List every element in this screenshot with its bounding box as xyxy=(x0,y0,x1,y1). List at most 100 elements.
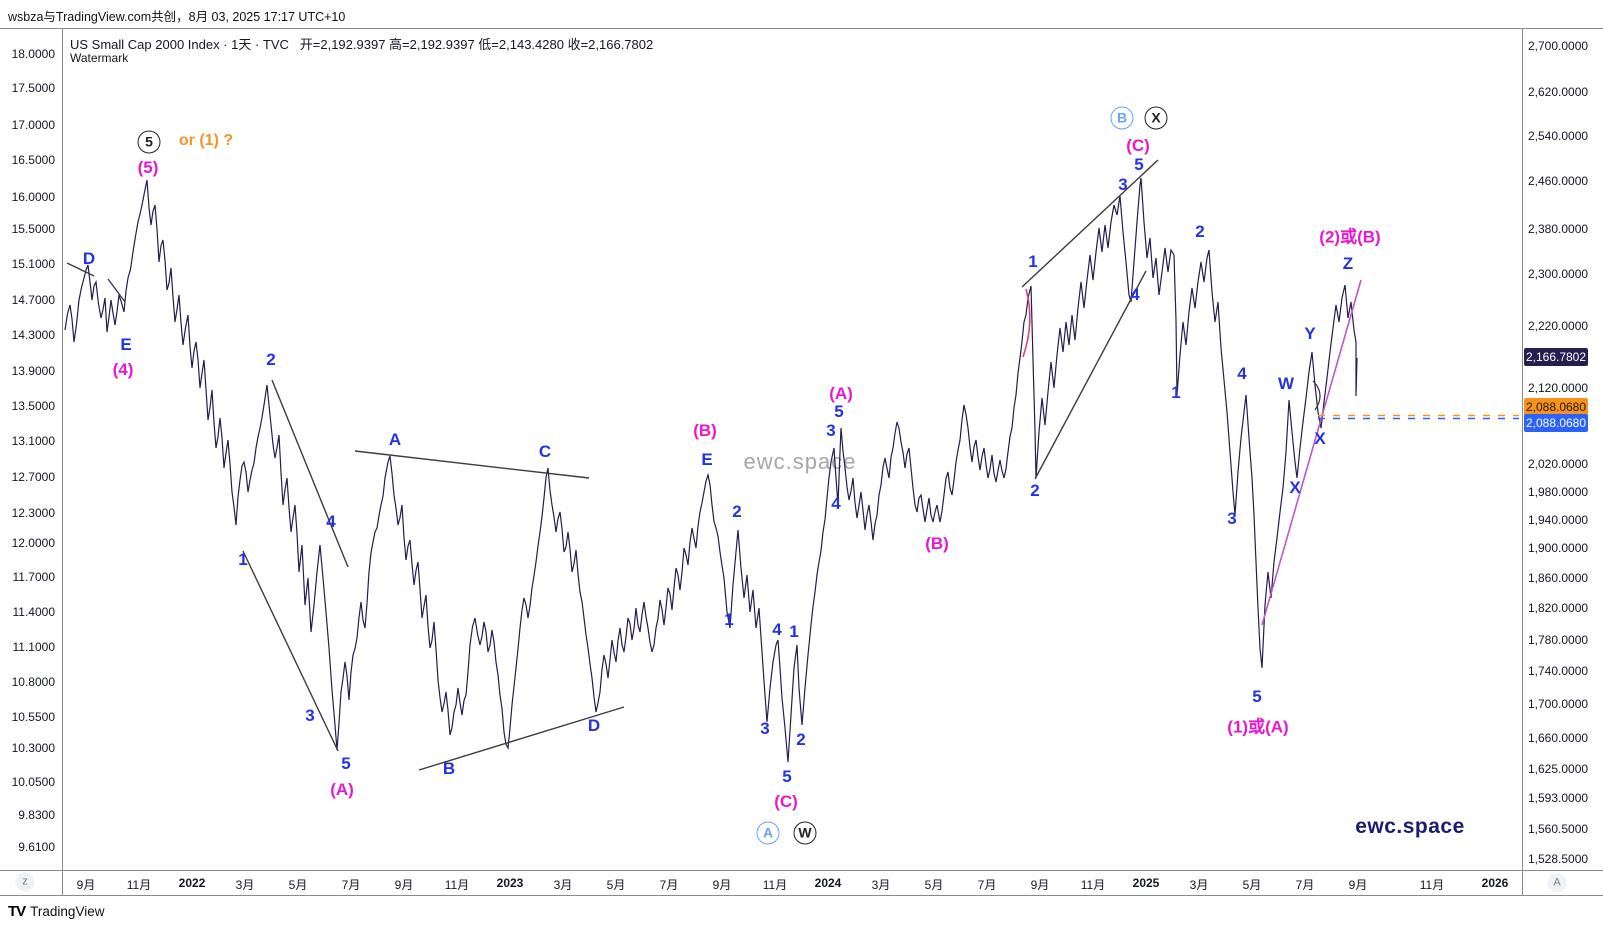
wave-label: X xyxy=(1289,478,1301,497)
left-axis-tick: 15.1000 xyxy=(11,257,55,271)
time-axis-tick: 9月 xyxy=(712,878,732,892)
wave-label: (A) xyxy=(829,384,853,403)
circled-wave-label: X xyxy=(1144,106,1168,130)
wave-label: W xyxy=(1277,374,1295,393)
center-watermark: ewc.space xyxy=(743,449,857,474)
pink-curve-annotation xyxy=(1022,288,1031,358)
left-axis-tick: 17.5000 xyxy=(11,81,55,95)
wave-label: E xyxy=(120,335,132,354)
wave-label: 4 xyxy=(1237,364,1247,383)
time-axis-tick: 3月 xyxy=(553,878,573,892)
trendline xyxy=(107,278,126,303)
left-axis-tick: 10.0500 xyxy=(11,775,55,789)
wave-label: (B) xyxy=(693,421,717,440)
auto-scale-button[interactable]: A xyxy=(1547,873,1567,893)
wave-label: 2 xyxy=(1030,481,1040,500)
right-axis-tick: 1,900.0000 xyxy=(1528,541,1589,555)
circled-wave-label: A xyxy=(756,821,780,845)
right-axis-tick: 1,980.0000 xyxy=(1528,485,1589,499)
chart-bottom-border xyxy=(0,895,1603,896)
timezone-button[interactable]: z xyxy=(15,872,35,892)
wave-label: 2 xyxy=(732,502,742,521)
time-axis-tick: 5月 xyxy=(1242,878,1262,892)
wave-label: (C) xyxy=(774,792,798,811)
wave-label: (2)或(B) xyxy=(1319,227,1381,247)
left-axis-tick: 18.0000 xyxy=(11,47,55,61)
wave-label: (C) xyxy=(1126,136,1150,155)
trendline xyxy=(1034,270,1147,480)
trendline xyxy=(271,379,349,568)
left-axis-tick: 15.5000 xyxy=(11,222,55,236)
wave-label: 5 xyxy=(782,767,792,786)
wave-label: 3 xyxy=(305,706,315,725)
wave-label: 4 xyxy=(1130,285,1140,304)
price-badge: 2,166.7802 xyxy=(1524,348,1588,366)
symbol-legend[interactable]: US Small Cap 2000 Index · 1天 · TVC 开=2,1… xyxy=(70,34,653,53)
time-axis-tick: 5月 xyxy=(606,878,626,892)
wave-label: 2 xyxy=(796,730,806,749)
wave-label: (A) xyxy=(330,780,354,799)
right-axis-tick: 1,700.0000 xyxy=(1528,697,1589,711)
wave-label: 1 xyxy=(1028,252,1038,271)
right-axis-tick: 2,020.0000 xyxy=(1528,457,1589,471)
left-axis-border xyxy=(62,28,63,895)
time-axis-tick: 7月 xyxy=(977,878,997,892)
time-axis-tick: 11月 xyxy=(1419,878,1445,892)
time-axis-tick: 2025 xyxy=(1132,876,1160,890)
wave-label: 3 xyxy=(1227,509,1237,528)
right-axis-tick: 2,540.0000 xyxy=(1528,129,1589,143)
time-axis-tick: 11月 xyxy=(444,878,470,892)
left-axis-tick: 14.3000 xyxy=(11,328,55,342)
right-axis-tick: 1,625.0000 xyxy=(1528,762,1589,776)
left-axis-tick: 16.5000 xyxy=(11,153,55,167)
ohlc-values: 开=2,192.9397 高=2,192.9397 低=2,143.4280 收… xyxy=(299,37,654,52)
symbol-title: US Small Cap 2000 Index · 1天 · TVC xyxy=(70,37,289,52)
time-axis-tick: 11月 xyxy=(126,878,152,892)
time-axis-top-border xyxy=(0,870,1603,871)
left-axis-tick: 13.5000 xyxy=(11,399,55,413)
right-axis-tick: 2,460.0000 xyxy=(1528,174,1589,188)
right-axis-tick: 2,220.0000 xyxy=(1528,319,1589,333)
wave-label: 2 xyxy=(266,350,276,369)
price-series-path xyxy=(64,177,1358,763)
left-axis-tick: 16.0000 xyxy=(11,190,55,204)
wave-label: X xyxy=(1314,429,1326,448)
indicator-legend[interactable]: Watermark xyxy=(70,51,129,65)
time-axis-tick: 9月 xyxy=(394,878,414,892)
wave-label: 5 xyxy=(834,402,844,421)
small-arc-annotation xyxy=(1312,380,1321,411)
attribution-line: wsbza与TradingView.com共创，8月 03, 2025 17:1… xyxy=(8,10,346,24)
right-axis-tick: 2,120.0000 xyxy=(1528,381,1589,395)
wave-label: (1)或(A) xyxy=(1227,717,1289,737)
right-axis-tick: 1,660.0000 xyxy=(1528,731,1589,745)
left-axis-tick: 9.8300 xyxy=(18,808,55,822)
time-axis-tick: 9月 xyxy=(76,878,96,892)
left-axis-tick: 11.7000 xyxy=(12,570,56,584)
left-axis-tick: 13.1000 xyxy=(11,434,55,448)
time-axis-tick: 2023 xyxy=(496,876,524,890)
right-axis-tick: 1,593.0000 xyxy=(1528,791,1589,805)
left-axis-tick: 14.7000 xyxy=(11,293,55,307)
time-axis-tick: 2026 xyxy=(1481,876,1509,890)
time-axis-tick: 5月 xyxy=(924,878,944,892)
tradingview-logo[interactable]: TV TradingView xyxy=(8,903,104,920)
time-axis-tick: 2022 xyxy=(178,876,206,890)
right-axis-tick: 1,940.0000 xyxy=(1528,513,1589,527)
time-axis-tick: 3月 xyxy=(871,878,891,892)
wave-label: 1 xyxy=(789,622,799,641)
wave-label: 3 xyxy=(1118,175,1128,194)
right-axis-tick: 2,620.0000 xyxy=(1528,85,1589,99)
time-axis-tick: 7月 xyxy=(341,878,361,892)
chart-top-border xyxy=(0,28,1603,29)
wave-label: Y xyxy=(1304,324,1316,343)
right-axis-tick: 1,820.0000 xyxy=(1528,601,1589,615)
wave-label: Z xyxy=(1342,254,1354,273)
wave-label: 5 xyxy=(1252,687,1262,706)
wave-label: 5 xyxy=(341,754,351,773)
time-axis-tick: 3月 xyxy=(1189,878,1209,892)
right-axis-tick: 1,780.0000 xyxy=(1528,633,1589,647)
wave-label: 1 xyxy=(1171,383,1181,402)
left-axis-tick: 13.9000 xyxy=(11,364,55,378)
circled-wave-label: 5 xyxy=(137,130,161,154)
